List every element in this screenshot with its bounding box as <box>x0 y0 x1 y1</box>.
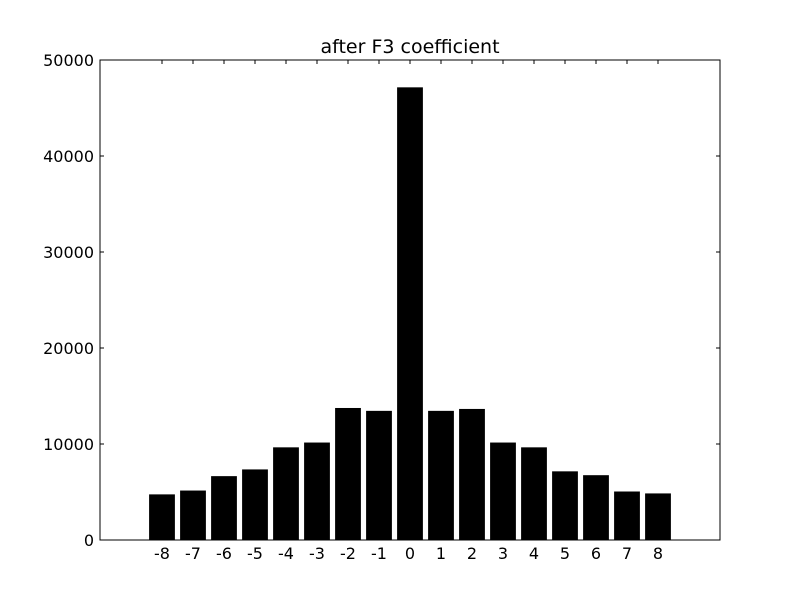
y-tick-label: 30000 <box>43 243 94 262</box>
bar--1 <box>366 410 392 541</box>
bar--3 <box>304 442 330 541</box>
x-tick-label: 6 <box>591 544 601 563</box>
y-tick-label: 10000 <box>43 435 94 454</box>
x-tick-label: -4 <box>278 544 294 563</box>
bar-series <box>149 87 671 541</box>
x-tick-label: 0 <box>405 544 415 563</box>
x-tick-label: -8 <box>154 544 170 563</box>
bar--2 <box>335 407 361 541</box>
bar-5 <box>552 471 578 541</box>
bar-8 <box>645 493 671 541</box>
x-tick-label: -6 <box>216 544 232 563</box>
x-tick-label: 7 <box>622 544 632 563</box>
x-tick-label: 2 <box>467 544 477 563</box>
chart-title: after F3 coefficient <box>320 36 499 58</box>
bar--8 <box>149 494 175 541</box>
x-tick-label: 5 <box>560 544 570 563</box>
bar--4 <box>273 447 299 541</box>
x-tick-label: -1 <box>371 544 387 563</box>
x-tick-label: -2 <box>340 544 356 563</box>
y-tick-label: 0 <box>84 531 94 550</box>
bar-4 <box>521 447 547 541</box>
y-axis: 0 10000 20000 30000 40000 50000 <box>43 51 720 550</box>
bar-1 <box>428 410 454 541</box>
bar--5 <box>242 469 268 541</box>
x-tick-label: -7 <box>185 544 201 563</box>
y-tick-label: 40000 <box>43 147 94 166</box>
x-tick-label: 8 <box>653 544 663 563</box>
bar--6 <box>211 476 237 541</box>
y-tick-label: 50000 <box>43 51 94 70</box>
y-tick-label: 20000 <box>43 339 94 358</box>
x-axis: -8 -7 -6 -5 -4 -3 -2 -1 0 1 2 3 4 5 6 7 8 <box>154 60 663 563</box>
bar--7 <box>180 490 206 541</box>
bar-0 <box>397 87 423 541</box>
bar-7 <box>614 491 640 541</box>
x-tick-label: 3 <box>498 544 508 563</box>
x-tick-label: 4 <box>529 544 539 563</box>
x-tick-label: -5 <box>247 544 263 563</box>
x-tick-label: 1 <box>436 544 446 563</box>
x-tick-label: -3 <box>309 544 325 563</box>
bar-6 <box>583 475 609 541</box>
bar-3 <box>490 442 516 541</box>
plot-frame <box>99 59 721 541</box>
bar-2 <box>459 408 485 541</box>
